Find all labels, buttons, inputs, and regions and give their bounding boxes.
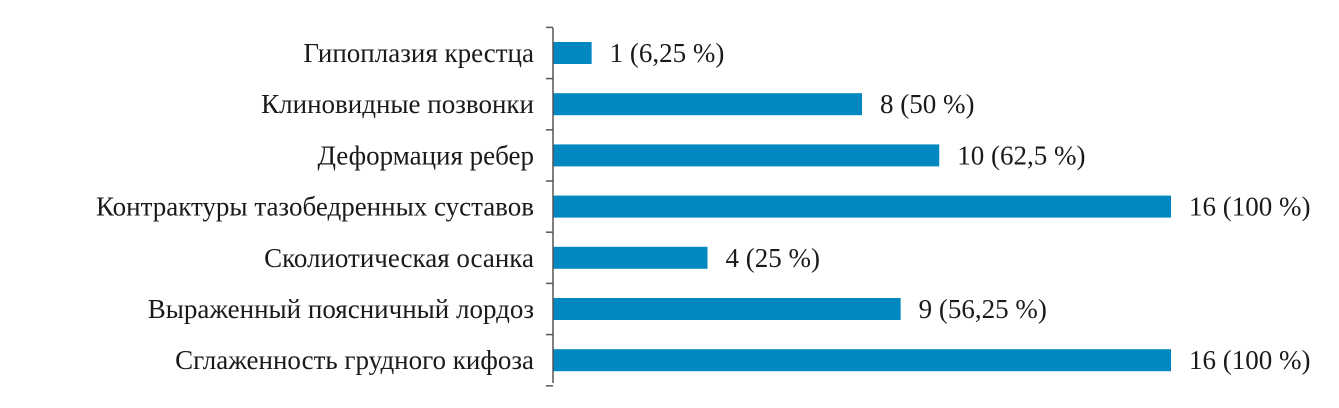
bar xyxy=(553,195,1171,218)
value-label: 4 (25 %) xyxy=(726,243,820,273)
bar xyxy=(553,298,901,320)
value-label: 16 (100 %) xyxy=(1189,345,1310,375)
category-label: Контрактуры тазобедренных суставов xyxy=(96,192,534,222)
category-label: Выраженный поясничный лордоз xyxy=(148,294,534,324)
bar xyxy=(553,246,708,269)
bar xyxy=(553,93,862,116)
value-label: 9 (56,25 %) xyxy=(919,294,1047,324)
value-label: 8 (50 %) xyxy=(880,89,974,119)
value-label: 10 (62,5 %) xyxy=(957,140,1085,170)
category-label: Гипоплазия крестца xyxy=(303,38,534,68)
category-label: Деформация ребер xyxy=(318,140,534,170)
labels-layer: Гипоплазия крестца 1 (6,25 %) Клиновидные … xyxy=(96,38,1310,375)
bar xyxy=(553,144,940,167)
bars-layer xyxy=(553,42,1171,372)
category-label: Сглаженность грудного кифоза xyxy=(175,345,534,375)
category-label: Клиновидные позвонки xyxy=(261,89,534,119)
bar xyxy=(553,42,592,64)
bar xyxy=(553,349,1171,372)
value-label: 16 (100 %) xyxy=(1189,192,1310,222)
axis-layer xyxy=(546,26,554,387)
category-label: Сколиотическая осанка xyxy=(264,243,534,273)
value-label: 1 (6,25 %) xyxy=(610,38,725,68)
